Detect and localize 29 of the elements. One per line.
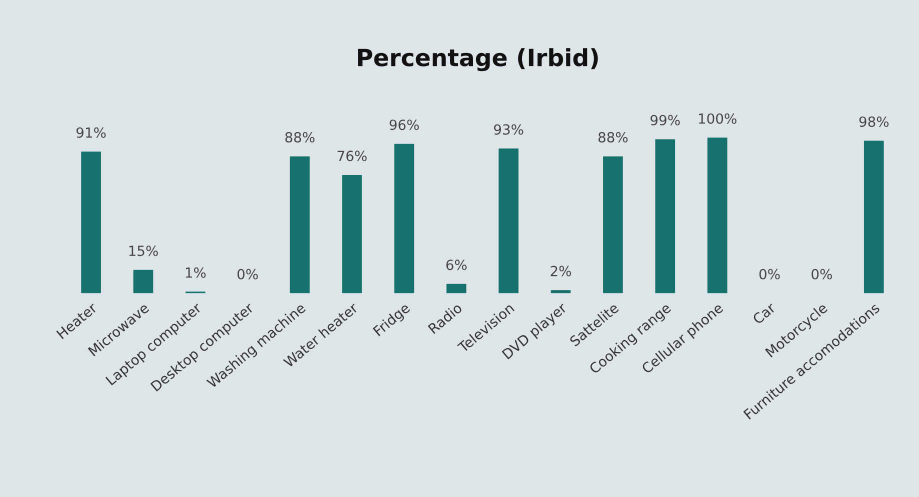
data-label: 0% [238, 268, 258, 280]
data-label: 0% [759, 268, 780, 280]
bar [394, 144, 414, 294]
data-label: 98% [859, 116, 889, 127]
data-label: 88% [285, 132, 314, 143]
bar [498, 148, 518, 294]
data-label: 99% [650, 114, 680, 126]
bar [133, 270, 154, 294]
bar [864, 140, 884, 294]
data-label: 100% [699, 113, 736, 124]
data-label: 96% [390, 120, 419, 130]
bar [707, 138, 728, 294]
data-label: 76% [338, 150, 367, 162]
bar [81, 152, 101, 294]
data-label: 91% [76, 127, 106, 138]
data-label: 93% [494, 124, 524, 135]
bar [655, 139, 676, 294]
chart-title: Percentage (Irbid) [358, 48, 598, 72]
data-label: 2% [550, 266, 572, 276]
data-label: 88% [598, 132, 628, 143]
bar [603, 156, 623, 294]
data-label: 1% [186, 267, 206, 278]
bar [290, 156, 310, 294]
bar [550, 290, 571, 294]
bar [446, 284, 466, 294]
bar [342, 174, 362, 294]
data-label: 6% [446, 260, 467, 270]
data-label: 0% [812, 268, 832, 280]
data-label: 15% [129, 246, 158, 256]
